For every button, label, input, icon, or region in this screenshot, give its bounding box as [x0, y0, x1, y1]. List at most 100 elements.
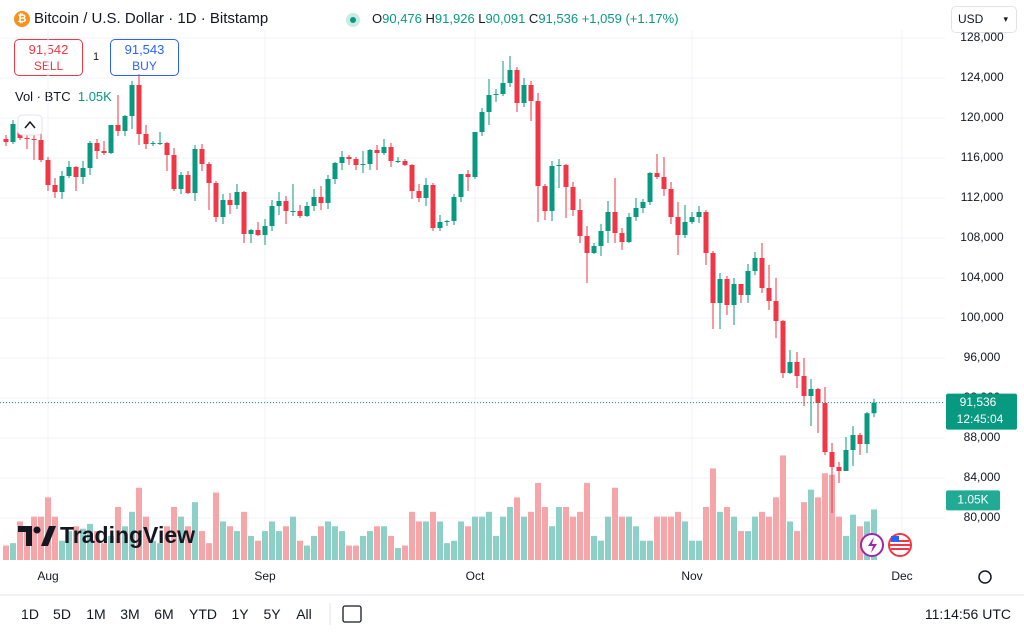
volume-bar [59, 540, 65, 560]
volume-bar [675, 511, 681, 560]
candle-body [857, 435, 863, 444]
ohlc-legend: O90,476 H91,926 L90,091 C91,536 +1,059 (… [372, 11, 679, 26]
candle-body [759, 258, 765, 288]
volume-bar [101, 543, 107, 560]
volume-bar [346, 545, 352, 560]
candle-body [717, 279, 723, 303]
candle-body [801, 376, 807, 396]
candle-body [178, 175, 184, 189]
y-tick-label: 104,000 [960, 270, 1004, 284]
range-button[interactable]: 1D [21, 606, 39, 622]
volume-bar [409, 511, 415, 560]
candle-body [157, 143, 163, 144]
y-tick-label: 100,000 [960, 310, 1004, 324]
volume-bar [262, 531, 268, 560]
volume-bar [276, 531, 282, 560]
candle-body [248, 230, 254, 234]
volume-bar [577, 511, 583, 560]
range-button[interactable]: All [296, 606, 312, 622]
range-button[interactable]: 1Y [231, 606, 249, 622]
candle-body [255, 230, 261, 235]
range-button[interactable]: 3M [120, 606, 140, 622]
volume-bar [318, 526, 324, 560]
y-tick-label: 108,000 [960, 230, 1004, 244]
volume-bar [38, 516, 44, 560]
volume-bar [311, 535, 317, 560]
clock: 11:14:56 UTC [924, 606, 1011, 622]
candle-body [367, 150, 373, 164]
volume-bar [808, 489, 814, 560]
buy-button[interactable]: 91,543 BUY [110, 39, 179, 76]
volume-bar [332, 526, 338, 560]
candle-body [549, 166, 555, 211]
volume-bar [367, 531, 373, 560]
y-tick-label: 80,000 [964, 510, 1001, 524]
candle-body [829, 452, 835, 467]
volume-bar [157, 543, 163, 560]
candle-body [38, 140, 44, 160]
volume-bar [521, 516, 527, 560]
candle-body [598, 231, 604, 246]
candle-body [850, 435, 856, 450]
candle-body [675, 217, 681, 235]
candle-body [738, 284, 744, 295]
volume-bar [661, 516, 667, 560]
volume-bar [563, 507, 569, 560]
candle-body [150, 143, 156, 144]
candle-body [836, 467, 842, 471]
range-button[interactable]: YTD [189, 606, 217, 622]
volume-bar [381, 526, 387, 560]
y-tick-label: 84,000 [964, 470, 1001, 484]
candle-body [696, 212, 702, 217]
range-button[interactable]: 6M [154, 606, 174, 622]
y-tick-label: 120,000 [960, 110, 1004, 124]
volume-bar [374, 526, 380, 560]
candle-body [10, 124, 16, 142]
candle-body [143, 134, 149, 144]
candle-body [822, 403, 828, 452]
candle-body [619, 233, 625, 242]
candle-body [290, 211, 296, 212]
date-range-icon[interactable] [342, 605, 362, 623]
volume-bar [241, 511, 247, 560]
volume-bar [752, 516, 758, 560]
range-button[interactable]: 5Y [263, 606, 281, 622]
candle-body [199, 149, 205, 164]
candle-body [570, 187, 576, 210]
settings-icon[interactable] [978, 570, 992, 584]
candle-body [514, 70, 520, 103]
volume-bar [108, 535, 114, 560]
volume-bar [745, 531, 751, 560]
spread: 1 [93, 51, 100, 63]
candle-body [339, 157, 345, 163]
volume-bar [150, 540, 156, 560]
candle-body [318, 197, 324, 203]
range-button[interactable]: 1M [86, 606, 106, 622]
range-button[interactable]: 5D [53, 606, 71, 622]
volume-bar [395, 547, 401, 560]
candle-body [472, 132, 478, 177]
volume-bar [136, 487, 142, 560]
collapse-button[interactable] [17, 114, 43, 136]
volume-bar [94, 531, 100, 560]
volume-legend-value: 1.05K [77, 89, 112, 104]
x-tick-label: Aug [37, 569, 58, 583]
volume-bar [3, 545, 9, 560]
candle-body [395, 161, 401, 162]
candle-body [227, 200, 233, 205]
currency-select[interactable]: USD ▾ [951, 6, 1017, 33]
volume-bar [388, 535, 394, 560]
volume-bar [556, 507, 562, 560]
candle-body [87, 143, 93, 168]
volume-bar [206, 543, 212, 560]
volume-bar [829, 474, 835, 560]
candle-body [276, 201, 282, 206]
volume-bar [500, 516, 506, 560]
volume-bar [227, 526, 233, 560]
volume-bar [339, 531, 345, 560]
candle-body [24, 138, 30, 139]
volume-bar [731, 516, 737, 560]
volume-bar [437, 521, 443, 560]
candle-body [3, 139, 9, 142]
